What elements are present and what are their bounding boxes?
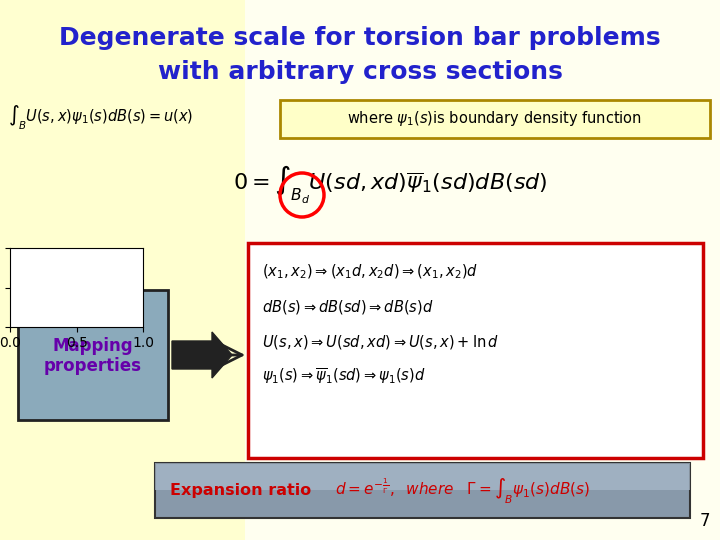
Text: $\int_B U(s,x)\psi_1(s)dB(s) = u(x)$: $\int_B U(s,x)\psi_1(s)dB(s) = u(x)$ (8, 104, 194, 132)
Bar (0, 0, 245, 540)
Bar (155, 463, 690, 490)
Text: $d = e^{-\frac{1}{\Gamma}},\;$ where  $\;\Gamma = \int_B \psi_1(s)dB(s)$: $d = e^{-\frac{1}{\Gamma}},\;$ where $\;… (335, 476, 590, 506)
Text: $\psi_1(s) \Rightarrow \overline{\psi}_1(sd) \Rightarrow \psi_1(s)d$: $\psi_1(s) \Rightarrow \overline{\psi}_1… (262, 367, 426, 387)
Text: where $\psi_1(s)$is boundary density function: where $\psi_1(s)$is boundary density fun… (348, 110, 642, 129)
Text: 7: 7 (700, 512, 710, 530)
Text: with arbitrary cross sections: with arbitrary cross sections (158, 60, 562, 84)
Text: Degenerate scale for torsion bar problems: Degenerate scale for torsion bar problem… (59, 26, 661, 50)
Text: $U(s,x) \Rightarrow U(sd, xd) \Rightarrow U(s,x) + \ln d$: $U(s,x) \Rightarrow U(sd, xd) \Rightarro… (262, 333, 499, 351)
Bar (18, 290, 168, 420)
Bar (248, 243, 703, 458)
Text: $dB(s) \Rightarrow dB(sd) \Rightarrow dB(s)d$: $dB(s) \Rightarrow dB(sd) \Rightarrow dB… (262, 298, 433, 316)
Bar (280, 100, 710, 138)
Bar (155, 463, 690, 518)
FancyArrow shape (172, 332, 232, 378)
Text: $(x_1, x_2) \Rightarrow (x_1d, x_2d) \Rightarrow (x_1, x_2)d$: $(x_1, x_2) \Rightarrow (x_1d, x_2d) \Ri… (262, 263, 478, 281)
Text: Mapping
properties: Mapping properties (44, 336, 142, 375)
Text: Expansion ratio: Expansion ratio (170, 483, 311, 498)
Text: $0 = \int_{B_d} U(sd, xd)\overline{\psi}_1(sd)dB(sd)$: $0 = \int_{B_d} U(sd, xd)\overline{\psi}… (233, 164, 547, 206)
